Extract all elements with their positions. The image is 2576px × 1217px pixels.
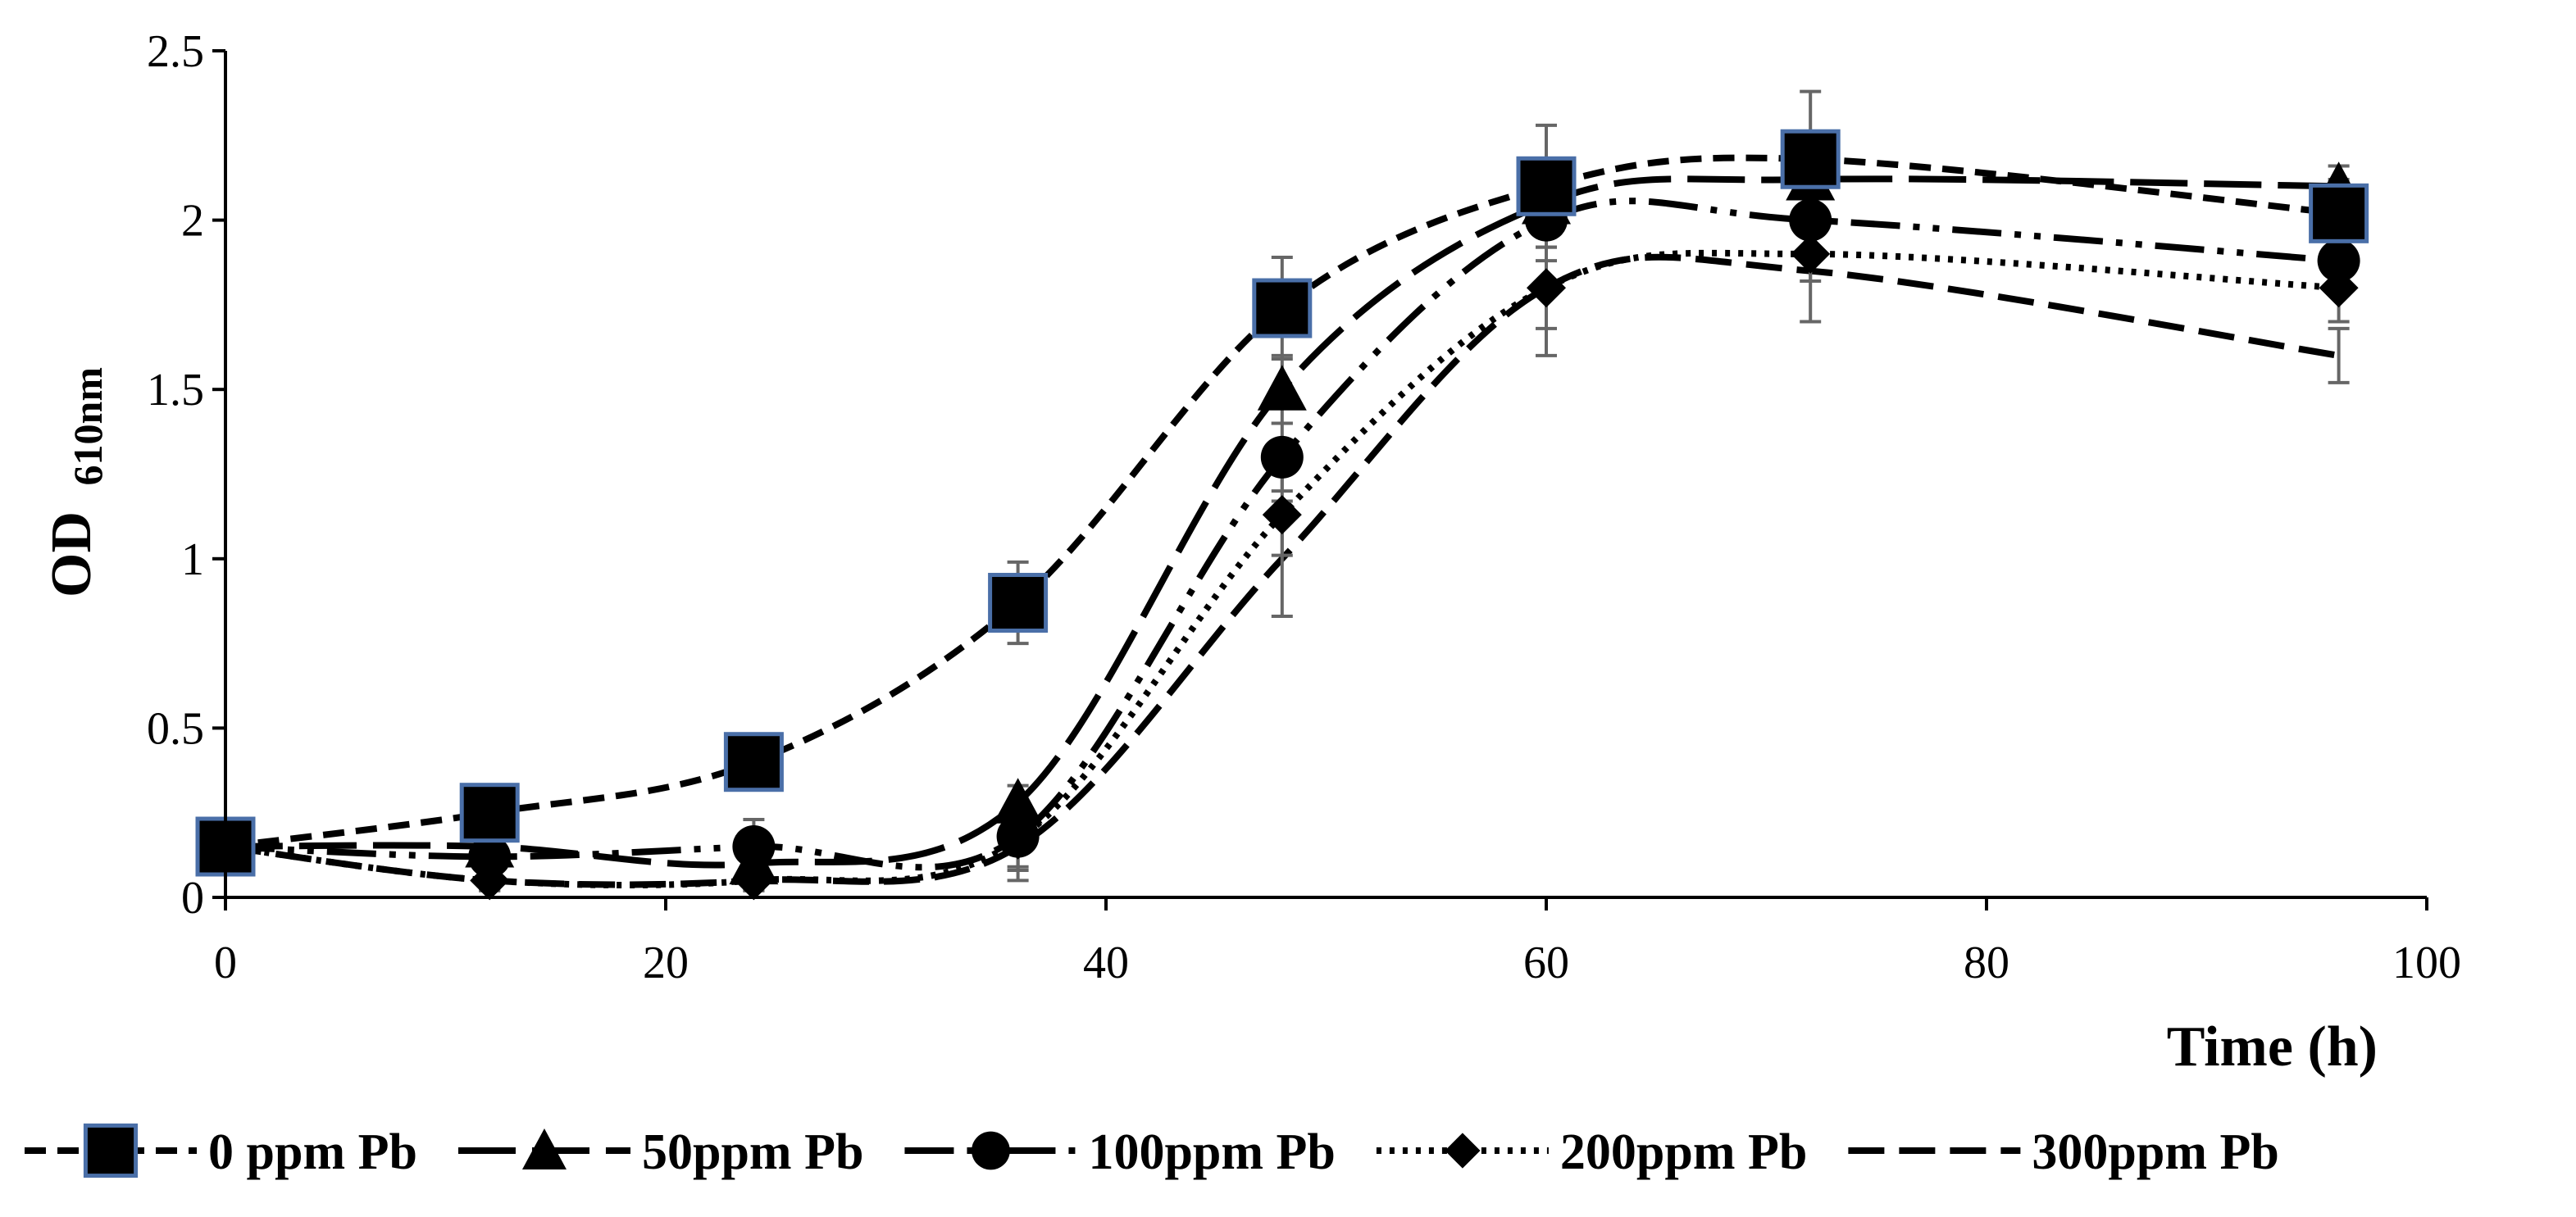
data-point-2 (1257, 365, 1307, 411)
data-point-1 (1780, 129, 1841, 189)
axes (224, 51, 2427, 899)
data-point-2 (465, 822, 515, 868)
data-point-3 (2317, 239, 2360, 283)
data-point-3 (1789, 198, 1832, 242)
data-point-4 (1791, 234, 1831, 274)
data-point-1 (1252, 278, 1313, 338)
data-point-3 (1260, 435, 1304, 479)
ticks: 0 0.5 1 1.5 2 2.5 0 20 40 60 80 100 (147, 26, 2461, 988)
x-tick-label: 40 (1083, 938, 1129, 988)
error-bars (215, 89, 2350, 892)
error-bar (2328, 326, 2350, 384)
legend-item: 300ppm Pb (1848, 1124, 2279, 1180)
y-axis-title: OD 610nm (40, 367, 111, 597)
legend-item: 200ppm Pb (1376, 1124, 1807, 1180)
legend-label: 0 ppm Pb (208, 1124, 417, 1180)
legend-label: 50ppm Pb (642, 1124, 863, 1180)
y-tick-label: 0.5 (147, 703, 204, 754)
legend-label: 200ppm Pb (1560, 1124, 1807, 1180)
legend-marker (83, 1123, 139, 1178)
legend-label: 100ppm Pb (1088, 1124, 1335, 1180)
legend-marker (521, 1128, 567, 1169)
data-point-1 (723, 732, 784, 792)
y-tick-label: 2.5 (147, 26, 204, 77)
y-axis-title-main: OD (40, 511, 103, 597)
markers (195, 129, 2369, 901)
y-tick-label: 0 (181, 873, 204, 924)
y-tick-label: 1.5 (147, 365, 204, 416)
data-point-2 (729, 838, 779, 885)
y-tick-label: 2 (181, 196, 204, 247)
legend-marker (972, 1131, 1010, 1170)
y-tick-label: 1 (181, 534, 204, 585)
legend-marker (1445, 1133, 1481, 1169)
series-line-5 (225, 253, 2340, 888)
data-point-4 (1262, 495, 1302, 535)
x-tick-label: 80 (1964, 938, 2009, 988)
data-point-2 (993, 778, 1043, 824)
legend-item: 0 ppm Pb (25, 1123, 417, 1180)
x-tick-label: 100 (2392, 938, 2461, 988)
x-tick-label: 0 (214, 938, 237, 988)
y-axis-title-subscript: 610nm (65, 367, 111, 485)
x-tick-label: 20 (643, 938, 689, 988)
legend-label: 300ppm Pb (2032, 1124, 2278, 1180)
legend: 0 ppm Pb 50ppm Pb 100ppm Pb 200ppm Pb 300ppm… (25, 1123, 2279, 1180)
data-point-3 (996, 815, 1040, 858)
legend-item: 50ppm Pb (457, 1124, 863, 1180)
data-point-1 (1516, 156, 1577, 216)
x-tick-label: 60 (1523, 938, 1569, 988)
x-axis-title: Time (h) (2167, 1015, 2378, 1078)
data-point-1 (988, 573, 1049, 633)
legend-item: 100ppm Pb (904, 1124, 1336, 1180)
data-point-1 (2309, 183, 2369, 243)
data-point-1 (459, 783, 520, 843)
data-point-4 (1527, 268, 1566, 308)
